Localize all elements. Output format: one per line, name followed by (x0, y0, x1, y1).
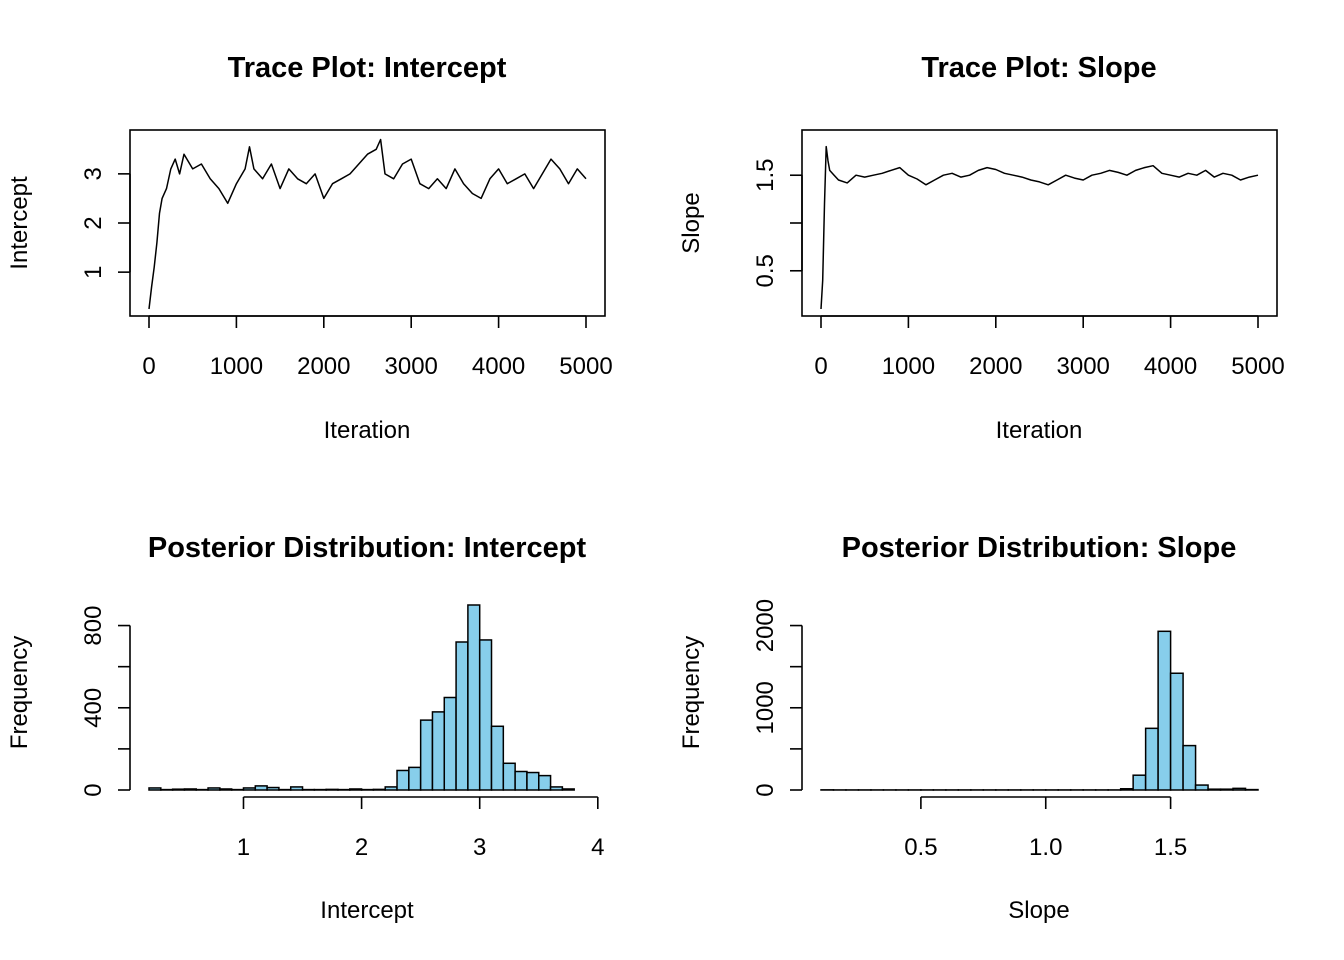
histogram-bar (1219, 788, 1234, 791)
x-axis-label: Slope (1008, 897, 1069, 924)
histogram-bar (396, 769, 410, 791)
histogram-bar (490, 725, 505, 791)
y-tick-label: 400 (80, 688, 107, 728)
histogram-bar (1132, 774, 1147, 791)
x-tick-label: 1.0 (1029, 834, 1062, 861)
x-tick-label: 3000 (1057, 353, 1110, 380)
x-tick-label: 1.5 (1154, 834, 1187, 861)
histogram-bar (325, 788, 339, 791)
histogram-bar (538, 774, 552, 791)
x-axis-label: Iteration (324, 417, 411, 444)
y-tick-label: 1 (80, 265, 107, 278)
histogram-bar (254, 785, 268, 791)
x-tick-label: 4 (591, 834, 604, 861)
y-tick-label: 0 (80, 783, 107, 796)
histogram-bar (183, 788, 197, 791)
histogram-bar (1182, 744, 1197, 791)
x-tick-label: 1000 (210, 353, 263, 380)
histogram-bar (502, 762, 516, 791)
x-tick-label: 4000 (472, 353, 525, 380)
y-axis-label: Intercept (6, 176, 33, 270)
hist_intercept-panel: Posterior Distribution: Intercept 1 2 3 4 Int… (6, 532, 604, 924)
x-tick-label: 0 (142, 353, 155, 380)
histogram-bar (443, 696, 457, 791)
histogram-bar (384, 786, 398, 791)
histogram-bar (467, 604, 481, 791)
histogram-bar (171, 788, 186, 791)
histogram-bar (561, 788, 575, 791)
histogram-bar (372, 788, 386, 791)
histogram-bar (526, 771, 540, 791)
x-tick-label: 4000 (1144, 353, 1197, 380)
y-tick-label: 2 (80, 216, 107, 229)
histogram-bar (431, 711, 446, 791)
y-tick-label: 1000 (752, 681, 779, 734)
y-tick-label: 1.5 (752, 159, 779, 192)
histogram-bar (419, 719, 434, 791)
histogram-bar (1194, 784, 1209, 791)
plot-frame (801, 129, 1278, 317)
x-tick-label: 0.5 (904, 834, 937, 861)
histogram-bar (549, 786, 564, 791)
x-axis-label: Intercept (320, 897, 414, 924)
histogram-bar (1207, 788, 1222, 791)
x-tick-label: 2000 (969, 353, 1022, 380)
chart-title: Trace Plot: Slope (921, 52, 1156, 84)
y-tick-label: 0 (752, 783, 779, 796)
histogram-bar (408, 766, 422, 791)
x-tick-label: 5000 (1231, 353, 1284, 380)
histogram-bar (266, 786, 280, 791)
histogram-bar (514, 770, 528, 791)
y-tick-label: 0.5 (752, 254, 779, 287)
trace-line (820, 145, 1259, 310)
histogram-bar (148, 787, 162, 791)
x-tick-label: 5000 (559, 353, 612, 380)
x-tick-label: 2 (355, 834, 368, 861)
plot-frame (129, 129, 606, 317)
trace_intercept-panel: Trace Plot: Intercept 0 1000 2000 3000 4000 50… (6, 52, 613, 444)
histogram-bar (219, 788, 233, 791)
y-axis-label: Slope (678, 192, 705, 253)
hist_slope-panel: Posterior Distribution: Slope 0.5 1.0 1.5 Sl… (678, 532, 1259, 924)
y-axis-label: Frequency (678, 636, 705, 749)
histogram-bar (242, 787, 257, 791)
histogram-bar (1232, 787, 1247, 791)
histogram-bar (478, 639, 493, 791)
chart-title: Posterior Distribution: Slope (842, 532, 1237, 564)
histogram-bar (1119, 788, 1134, 791)
x-tick-label: 1 (237, 834, 250, 861)
histogram-bar (207, 787, 221, 791)
x-tick-label: 3000 (385, 353, 438, 380)
chart-title: Trace Plot: Intercept (228, 52, 507, 84)
y-tick-label: 2000 (752, 599, 779, 652)
x-tick-label: 3 (473, 834, 486, 861)
histogram-bar (1144, 727, 1159, 791)
histogram-bar (1157, 630, 1172, 791)
histogram-bar (289, 786, 304, 791)
y-tick-label: 800 (80, 606, 107, 646)
x-tick-label: 1000 (882, 353, 935, 380)
x-tick-label: 2000 (297, 353, 350, 380)
histogram-bar (1169, 672, 1184, 791)
trace_slope-panel: Trace Plot: Slope 0 1000 2000 3000 4000 5000 It… (678, 52, 1285, 444)
histogram-bar (349, 788, 363, 791)
trace-line (148, 138, 587, 310)
histogram-bar (455, 641, 469, 791)
x-tick-label: 0 (814, 353, 827, 380)
y-axis-label: Frequency (6, 636, 33, 749)
chart-title: Posterior Distribution: Intercept (148, 532, 587, 564)
y-tick-label: 3 (80, 167, 107, 180)
x-axis-label: Iteration (996, 417, 1083, 444)
